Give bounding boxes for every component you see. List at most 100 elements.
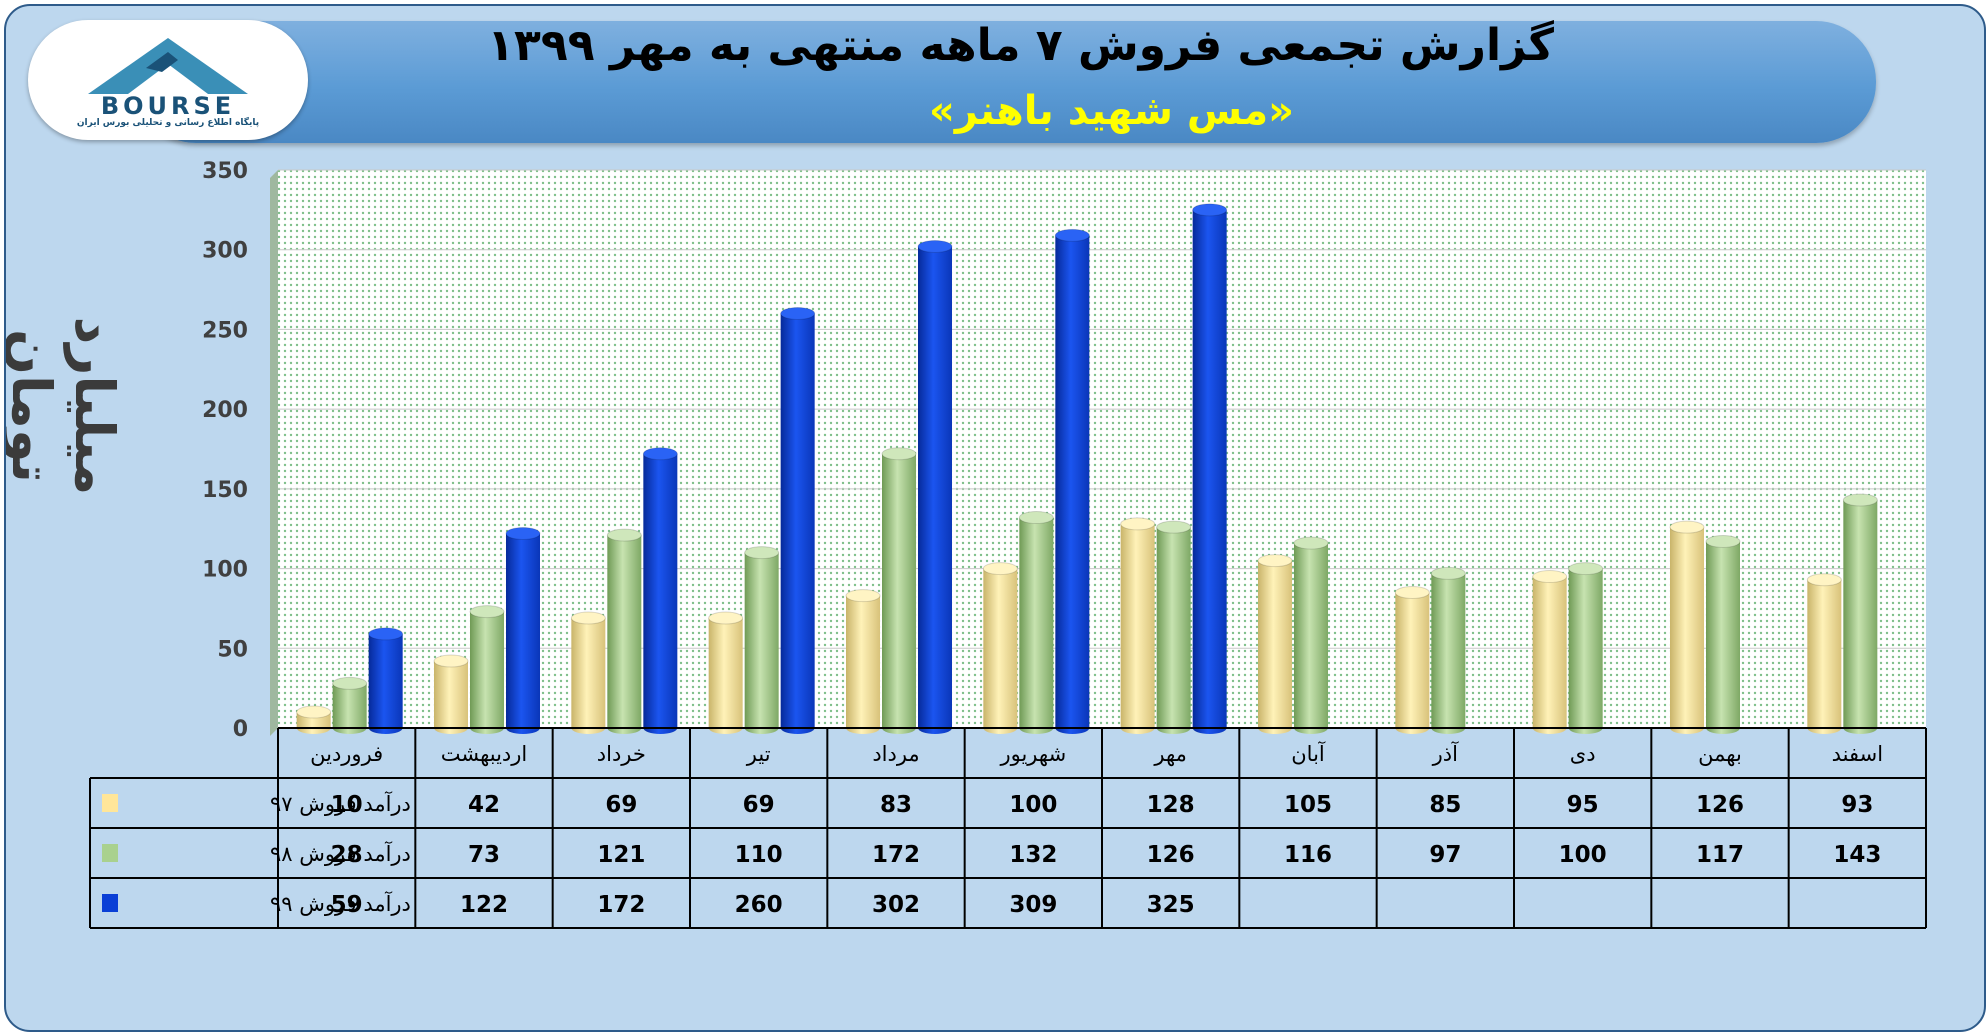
bar [1568, 562, 1604, 734]
y-tick-label: 150 [202, 478, 248, 503]
bar [708, 611, 744, 734]
data-label: 100 [1559, 842, 1607, 868]
data-label: 105 [1284, 792, 1332, 818]
data-label: 73 [468, 842, 500, 868]
bar-body [1843, 500, 1878, 728]
data-label: 42 [468, 792, 500, 818]
bar-top [1156, 520, 1192, 534]
x-tick-label: شهریور [999, 742, 1066, 766]
bar [1532, 570, 1568, 734]
bar [606, 528, 642, 734]
bar-body [846, 595, 880, 728]
bar-body [1019, 517, 1054, 728]
bar-body [983, 568, 1018, 728]
data-label: 126 [1696, 792, 1744, 818]
bar [332, 676, 368, 734]
y-tick-label: 200 [202, 398, 248, 423]
bar-top [1842, 493, 1878, 507]
bar [780, 306, 816, 734]
bar [1293, 536, 1329, 734]
bar [1192, 203, 1228, 734]
bar-body [780, 313, 815, 728]
title-banner [136, 21, 1876, 143]
bar [469, 605, 505, 734]
bar-top [505, 526, 541, 540]
bar-body [1192, 209, 1227, 728]
bar [1018, 511, 1054, 734]
bar-top [1705, 534, 1741, 548]
data-table: فروردین اردیبهشت خرداد تیر مرداد شهریور مهر آبا… [89, 727, 1927, 929]
data-label: 93 [1841, 792, 1873, 818]
bar-top [606, 528, 642, 542]
x-tick-label: اسفند [1832, 742, 1883, 766]
bar-body [1706, 541, 1740, 728]
bar-body [918, 246, 952, 729]
bar-body [571, 617, 606, 728]
bar-top [368, 627, 404, 641]
bar-body [1294, 543, 1328, 728]
bar-top [1018, 511, 1054, 525]
plot-side-wall [270, 170, 278, 736]
chart-title: گزارش تجمعی فروش ۷ ماهه منتهی به مهر ۱۳۹… [487, 20, 1554, 71]
data-label: 260 [735, 892, 783, 918]
bar-body [1055, 235, 1090, 728]
bar-top [642, 447, 678, 461]
bar [1394, 585, 1430, 734]
bar-body [1532, 576, 1567, 728]
bar [433, 654, 469, 734]
bar [1705, 534, 1741, 734]
legend-swatch [102, 894, 118, 912]
bar [917, 240, 953, 734]
data-label: 97 [1429, 842, 1461, 868]
data-label: 325 [1147, 892, 1195, 918]
logo-mountain-icon [88, 38, 248, 94]
bar [505, 526, 541, 734]
data-label: 302 [872, 892, 920, 918]
data-label: 28 [331, 842, 363, 868]
bar-body [1670, 527, 1704, 728]
logo-subtext: پایگاه اطلاع رسانی و تحلیلی بورس ایران [76, 118, 260, 128]
data-label: 172 [872, 842, 920, 868]
bar [1120, 517, 1156, 734]
data-label: 309 [1009, 892, 1057, 918]
data-label: 172 [597, 892, 645, 918]
bar-body [1395, 592, 1430, 728]
bar-top [469, 605, 505, 619]
bar-body [368, 633, 403, 728]
bar [1806, 573, 1842, 734]
bar [744, 546, 780, 734]
x-tick-label: آذر [1432, 741, 1459, 766]
data-label: 126 [1147, 842, 1195, 868]
legend-swatch [102, 794, 118, 812]
bar-top [1806, 573, 1842, 587]
data-label: 143 [1833, 842, 1881, 868]
bar [1156, 520, 1192, 734]
bar-body [708, 617, 743, 728]
bar-top [570, 611, 606, 625]
x-tick-label: دی [1570, 742, 1596, 766]
data-label: 121 [597, 842, 645, 868]
bar [1054, 228, 1090, 734]
bar-top [1430, 566, 1466, 580]
bar-top [982, 562, 1018, 576]
bar-top [1293, 536, 1329, 550]
plot-background [278, 170, 1926, 728]
bar [368, 627, 404, 734]
bar-top [1532, 570, 1568, 584]
x-tick-label: بهمن [1698, 742, 1742, 766]
y-tick-label: 100 [202, 558, 248, 583]
y-tick-label: 350 [202, 159, 248, 184]
bar-top [881, 447, 917, 461]
bar-top [708, 611, 744, 625]
y-tick-label: 50 [217, 637, 248, 662]
data-label: 83 [880, 792, 912, 818]
bar-top [1054, 228, 1090, 242]
bourse-logo: BOURSE پایگاه اطلاع رسانی و تحلیلی بورس … [28, 20, 308, 140]
bar-body [506, 533, 540, 728]
x-tick-label: اردیبهشت [441, 742, 528, 766]
bar-body [744, 552, 779, 728]
x-tick-label: آبان [1291, 741, 1326, 766]
data-label: 85 [1429, 792, 1461, 818]
y-axis-ticks: 0 50 100 150 200 250 300 350 [202, 159, 248, 742]
